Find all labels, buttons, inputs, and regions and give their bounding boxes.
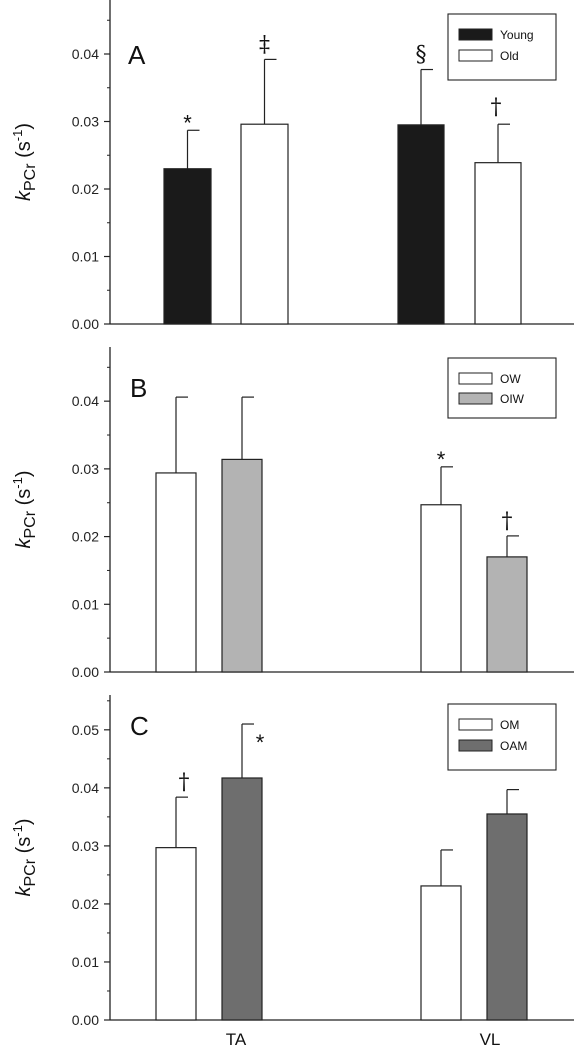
y-tick-label: 0.01 <box>72 596 99 612</box>
y-tick-label: 0.00 <box>72 664 99 680</box>
bar-oam-ta <box>221 777 263 1021</box>
significance-marker: § <box>416 43 427 68</box>
legend-swatch-oam <box>458 739 493 752</box>
y-axis-label: kPCr (s-1) <box>10 470 39 548</box>
legend-swatch-old <box>458 49 493 62</box>
bar-young-ta <box>163 168 212 325</box>
legend-label-ow: OW <box>500 372 521 386</box>
legend-swatch-oiw <box>458 392 493 405</box>
panel-a: 0.00 0.01 0.02 0.03 0.04 kPCr (s-1) A * ‡ § † Young… <box>10 0 574 332</box>
bar-ow-ta <box>155 472 197 673</box>
panel-letter: B <box>130 373 147 403</box>
y-axis-label: kPCr (s-1) <box>10 123 39 201</box>
significance-marker: * <box>437 447 446 472</box>
panel-letter: C <box>130 711 149 741</box>
legend-label-old: Old <box>500 49 519 63</box>
bar-oam-vl <box>486 813 528 1021</box>
panel-b: 0.00 0.01 0.02 0.03 0.04 kPCr (s-1) B * † OW OIW <box>10 347 574 680</box>
y-tick-label: 0.02 <box>72 529 99 545</box>
y-tick-label: 0.00 <box>72 316 99 332</box>
panel-letter: A <box>128 40 146 70</box>
significance-marker: ‡ <box>259 32 270 57</box>
y-tick-label: 0.04 <box>72 393 99 409</box>
y-tick-label: 0.04 <box>72 780 99 796</box>
legend-swatch-young <box>458 28 493 41</box>
y-tick-label: 0.02 <box>72 181 99 197</box>
bar-oiw-ta <box>221 458 263 673</box>
significance-marker: † <box>179 770 190 795</box>
significance-marker: † <box>502 509 513 534</box>
bar-om-ta <box>155 847 197 1021</box>
x-category-label: VL <box>480 1030 501 1049</box>
legend-label-oam: OAM <box>500 739 527 753</box>
panel-c: 0.00 0.01 0.02 0.03 0.04 0.05 kPCr (s-1) C † * OM O… <box>10 695 574 1049</box>
y-tick-label: 0.03 <box>72 838 99 854</box>
legend-box <box>447 13 557 81</box>
y-axis-label: kPCr (s-1) <box>10 818 39 896</box>
legend-box <box>447 703 557 771</box>
y-tick-label: 0.03 <box>72 114 99 130</box>
y-tick-label: 0.01 <box>72 249 99 265</box>
significance-marker: * <box>183 110 192 135</box>
legend-swatch-om <box>458 718 493 731</box>
legend-label-om: OM <box>500 718 519 732</box>
bar-old-ta <box>240 123 289 325</box>
y-tick-label: 0.01 <box>72 954 99 970</box>
x-category-label: TA <box>226 1030 247 1049</box>
legend-swatch-ow <box>458 372 493 385</box>
bar-old-vl <box>474 162 522 325</box>
y-tick-label: 0.00 <box>72 1012 99 1028</box>
legend-box <box>447 357 557 419</box>
y-tick-label: 0.04 <box>72 46 99 62</box>
significance-marker: * <box>256 730 265 755</box>
bar-om-vl <box>420 885 462 1021</box>
bar-ow-vl <box>420 504 462 673</box>
legend-label-oiw: OIW <box>500 392 525 406</box>
bar-young-vl <box>397 124 445 325</box>
legend-label-young: Young <box>500 28 534 42</box>
y-tick-label: 0.05 <box>72 722 99 738</box>
y-tick-label: 0.02 <box>72 896 99 912</box>
y-tick-label: 0.03 <box>72 461 99 477</box>
significance-marker: † <box>491 95 502 120</box>
bar-oiw-vl <box>486 556 528 673</box>
